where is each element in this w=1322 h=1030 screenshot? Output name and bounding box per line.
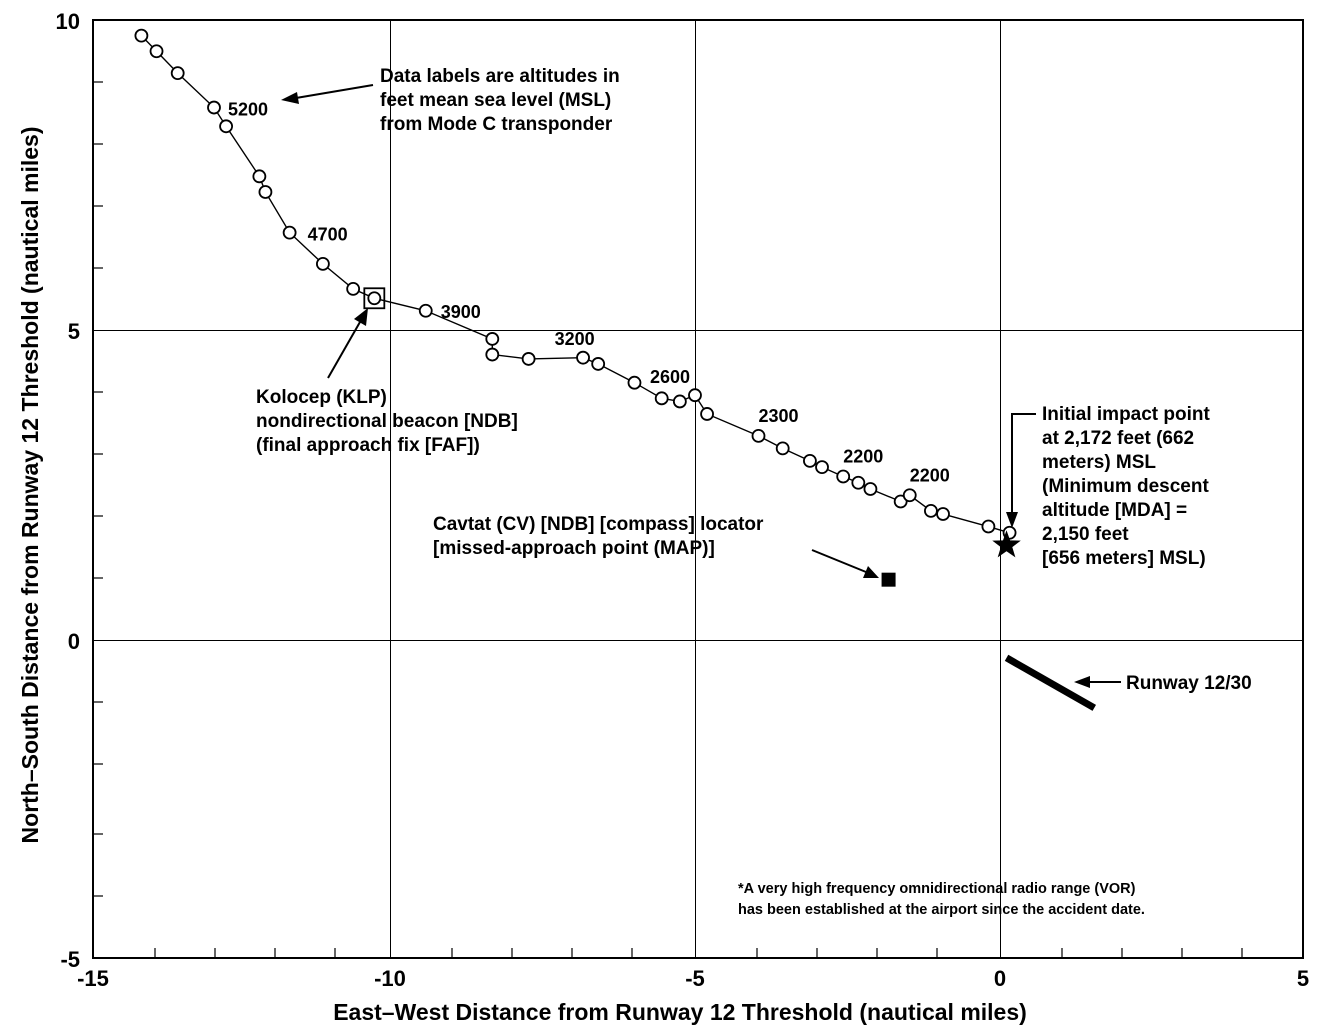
track-point (863, 482, 878, 496)
track-point (576, 350, 590, 365)
track-point (851, 475, 866, 490)
track-point (672, 394, 687, 409)
x-axis-title: East–West Distance from Runway 12 Thresh… (333, 999, 1027, 1025)
track-point (803, 453, 817, 468)
cavtat-arrowhead (863, 566, 879, 578)
track-point (485, 332, 500, 346)
impact-arrowhead (1006, 512, 1018, 528)
x-minor-ticks (154, 948, 1243, 958)
track-point (936, 507, 950, 521)
track-point (149, 44, 164, 59)
track-point (751, 428, 766, 443)
kolocep-annotation: Kolocep (KLP) nondirectional beacon [NDB… (256, 387, 523, 456)
y-axis-title: North–South Distance from Runway 12 Thre… (17, 127, 43, 844)
track-point (688, 388, 702, 403)
y-minor-ticks (93, 81, 103, 897)
x-tick-label-5: 5 (1297, 966, 1309, 991)
track-point (700, 407, 714, 421)
track-point (207, 100, 221, 115)
cavtat-annotation: Cavtat (CV) [NDB] [compass] locator [mis… (433, 514, 769, 559)
cavtat-locator-marker (881, 572, 896, 587)
impact-annotation: Initial impact point at 2,172 feet (662 … (1042, 404, 1215, 569)
track-point (836, 469, 851, 484)
flight-track (134, 28, 1017, 540)
x-tick-label-0: 0 (994, 966, 1006, 991)
track-point (418, 303, 433, 318)
track-point (521, 352, 536, 366)
track-point (219, 119, 234, 134)
track-point (627, 375, 642, 390)
altitude-data-label: 5200 (228, 100, 268, 120)
track-point (252, 169, 267, 184)
runway-annotation: Runway 12/30 (1126, 673, 1252, 694)
track-point (258, 185, 273, 199)
track-point (924, 503, 938, 518)
track-point (134, 28, 149, 43)
altitude-labels: 5200 4700 3900 3200 2600 2300 2200 2200 (228, 100, 950, 486)
track-point (282, 225, 297, 240)
altitude-data-label: 2200 (843, 446, 883, 466)
kolocep-arrowhead (354, 308, 368, 326)
track-point (815, 460, 829, 475)
vor-note: *A very high frequency omnidirectional r… (738, 881, 1145, 918)
x-tick-label--15: -15 (77, 966, 109, 991)
altitude-data-label: 4700 (308, 225, 348, 245)
x-tick-label--5: -5 (685, 966, 705, 991)
altitude-data-label: 2300 (759, 406, 799, 426)
cavtat-arrow-line (811, 549, 867, 573)
altitude-data-label: 3200 (555, 329, 595, 349)
track-point (591, 357, 606, 371)
kolocep-beacon-marker (363, 287, 386, 310)
track-point (367, 291, 382, 306)
track-point (654, 391, 669, 406)
track-point (346, 281, 361, 296)
altitude-data-label: 2200 (910, 465, 950, 485)
track-point (485, 347, 500, 362)
data-labels-arrow-line (295, 84, 374, 99)
impact-leader-line (1011, 413, 1036, 514)
altitude-data-label: 2600 (650, 367, 690, 387)
x-tick-label--10: -10 (374, 966, 406, 991)
track-point (981, 519, 996, 534)
kolocep-arrow-line (327, 321, 361, 379)
y-tick-label-5: 5 (68, 319, 80, 344)
track-point (315, 256, 330, 271)
plot-frame (92, 19, 1304, 959)
track-point (170, 66, 185, 81)
impact-point-star (992, 530, 1021, 558)
track-point (775, 441, 790, 456)
runway-arrowhead (1074, 676, 1090, 688)
data-labels-note: Data labels are altitudes in feet mean s… (380, 66, 625, 135)
y-tick-label-0: 0 (68, 629, 80, 654)
runway-12-30 (1004, 654, 1097, 711)
y-tick-label--5: -5 (60, 947, 80, 972)
y-tick-label-10: 10 (56, 9, 80, 34)
data-labels-arrowhead (281, 92, 299, 104)
track-point (902, 488, 917, 503)
altitude-data-label: 3900 (441, 302, 481, 322)
